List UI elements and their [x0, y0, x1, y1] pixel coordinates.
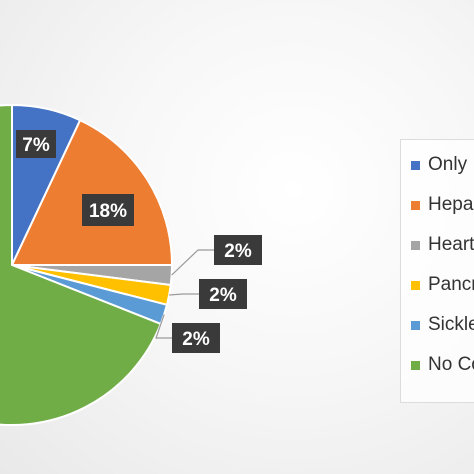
leader-line	[155, 314, 172, 339]
legend-swatch	[411, 280, 420, 290]
data-label: 18%	[89, 201, 127, 222]
pie-slice	[10, 118, 174, 266]
data-label: 7%	[22, 135, 50, 156]
data-label: 2%	[182, 329, 210, 350]
legend-item: Only	[411, 153, 467, 177]
legend-label: No Co	[428, 354, 474, 375]
legend-item: Heart	[411, 233, 474, 257]
data-label-box	[16, 130, 56, 158]
legend-swatch	[411, 320, 420, 330]
legend-label: Only	[428, 154, 468, 175]
data-label-box	[172, 323, 220, 353]
data-label-box	[82, 194, 134, 226]
leader-line	[171, 249, 214, 276]
pie-slices	[0, 103, 174, 426]
legend-item: Hepa	[411, 193, 473, 217]
data-labels: 7% 18% 2% 2% 2%	[16, 130, 262, 353]
legend-label: Sickle	[428, 314, 474, 335]
legend-item: Sickle	[411, 313, 474, 337]
data-label: 2%	[209, 285, 237, 306]
legend-swatch	[411, 360, 420, 370]
data-label-box	[214, 235, 262, 265]
legend-label: Hepa	[428, 194, 474, 215]
legend-swatch	[411, 200, 420, 210]
legend-swatch	[411, 160, 420, 170]
leader-line	[169, 293, 199, 296]
legend: Only Hepa Heart Pancr Sickle No Co	[400, 139, 474, 403]
data-label: 2%	[224, 241, 252, 262]
legend-item: Pancr	[411, 273, 474, 297]
legend-label: Pancr	[428, 274, 474, 295]
pie-slice	[0, 103, 163, 426]
legend-swatch	[411, 240, 420, 250]
legend-item: No Co	[411, 353, 474, 377]
legend-label: Heart	[428, 234, 474, 255]
leader-lines	[155, 249, 214, 339]
data-label-box	[199, 279, 247, 309]
